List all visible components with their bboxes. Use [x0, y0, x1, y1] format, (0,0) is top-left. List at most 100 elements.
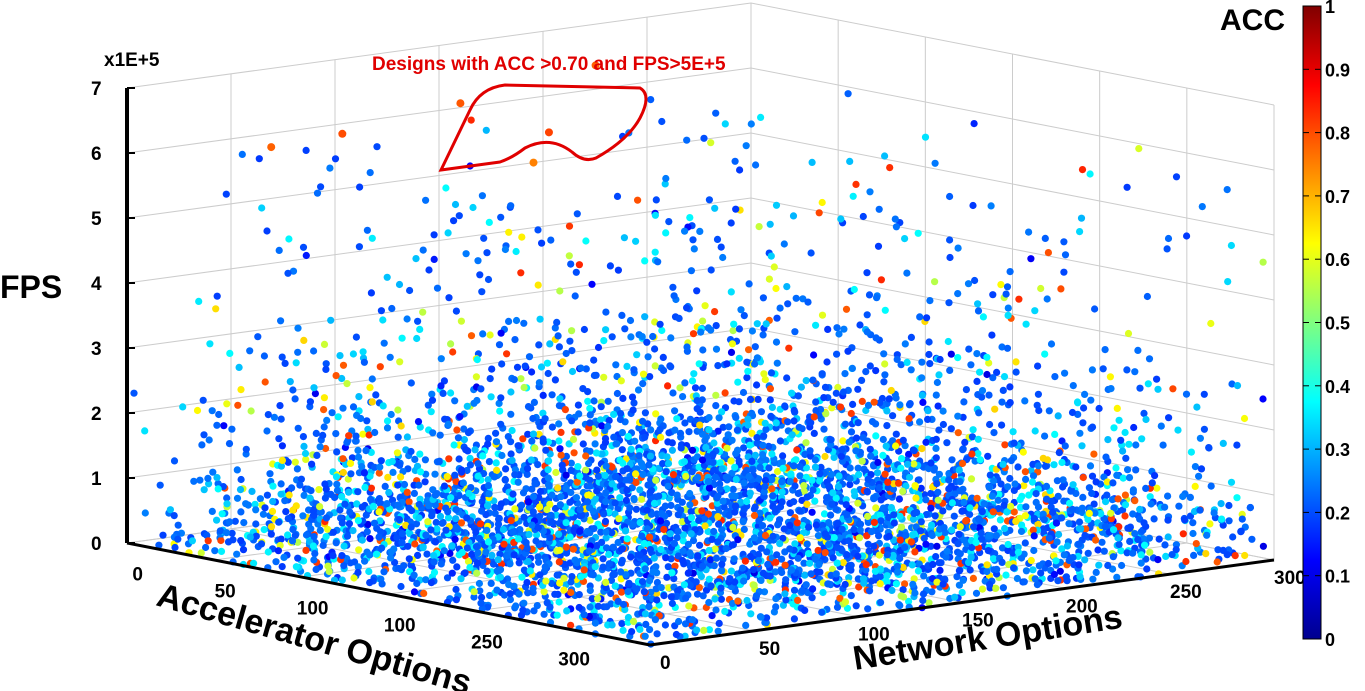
- scatter-point: [520, 513, 528, 521]
- scatter-point: [806, 447, 814, 455]
- scatter-point: [375, 469, 383, 477]
- scatter-point: [1141, 541, 1149, 549]
- scatter-point: [644, 353, 652, 361]
- scatter-point: [699, 562, 707, 570]
- scatter-point: [602, 498, 610, 506]
- scatter-point: [556, 540, 564, 548]
- scatter-point: [896, 512, 904, 520]
- scatter-point: [289, 267, 298, 275]
- scatter-point: [556, 579, 564, 587]
- scatter-point: [806, 452, 815, 460]
- scatter-point: [716, 480, 724, 488]
- scatter-point: [772, 595, 780, 603]
- scatter-point: [1192, 540, 1200, 548]
- scatter-point: [910, 447, 918, 455]
- scatter-point: [369, 502, 377, 510]
- scatter-point: [1025, 228, 1033, 236]
- scatter-point: [686, 489, 694, 498]
- scatter-point: [877, 517, 885, 525]
- scatter-point: [378, 580, 386, 588]
- scatter-point: [494, 520, 503, 528]
- scatter-point: [539, 391, 547, 399]
- scatter-point: [544, 474, 553, 482]
- scatter-point: [498, 360, 506, 368]
- scatter-point: [497, 420, 505, 428]
- scatter-point: [989, 374, 997, 382]
- scatter-point: [976, 456, 984, 464]
- scatter-point: [1153, 484, 1161, 492]
- scatter-point: [730, 555, 738, 563]
- scatter-point: [662, 468, 670, 476]
- scatter-point: [535, 430, 543, 438]
- scatter-point: [807, 570, 815, 578]
- scatter-point: [190, 477, 198, 485]
- scatter-point: [985, 532, 993, 540]
- scatter-point: [973, 350, 981, 358]
- scatter-point: [447, 494, 455, 502]
- scatter-point: [538, 239, 546, 247]
- scatter-point: [956, 523, 964, 531]
- scatter-point: [719, 497, 727, 505]
- scatter-point: [678, 518, 687, 526]
- scatter-point: [340, 542, 348, 550]
- scatter-point: [646, 577, 654, 585]
- scatter-point: [405, 555, 413, 563]
- scatter-point: [518, 573, 526, 581]
- scatter-point: [925, 350, 933, 359]
- scatter-point: [222, 190, 230, 198]
- scatter-point: [990, 477, 998, 485]
- scatter-point: [1068, 408, 1077, 417]
- scatter-point: [493, 466, 501, 474]
- scatter-point: [1006, 399, 1014, 407]
- scatter-point: [377, 307, 385, 315]
- scatter-point: [825, 482, 833, 490]
- scatter-point: [302, 146, 310, 154]
- scatter-point: [611, 499, 619, 507]
- scatter-point: [992, 584, 1000, 592]
- scatter-point: [297, 475, 305, 483]
- scatter-point: [804, 589, 812, 597]
- scatter-point: [520, 319, 528, 327]
- scatter-point: [1172, 546, 1180, 554]
- scatter-point: [809, 585, 817, 593]
- scatter-point: [936, 566, 944, 575]
- scatter-point: [881, 371, 889, 379]
- scatter-point: [494, 556, 502, 564]
- scatter-point: [639, 380, 647, 388]
- scatter-point: [1112, 464, 1120, 472]
- scatter-point: [1021, 512, 1029, 520]
- scatter-point: [1091, 305, 1099, 313]
- scatter-point: [651, 318, 659, 326]
- scatter-point: [531, 480, 539, 488]
- scatter-point: [1022, 475, 1030, 483]
- scatter-point: [599, 555, 607, 563]
- scatter-point: [836, 594, 844, 602]
- scatter-point: [474, 257, 482, 265]
- scatter-point: [903, 269, 911, 277]
- scatter-point: [1147, 500, 1155, 508]
- scatter-point: [339, 468, 347, 477]
- scatter-point: [716, 459, 724, 467]
- scatter-point: [897, 523, 906, 531]
- scatter-point: [1089, 575, 1097, 583]
- scatter-point: [166, 506, 174, 514]
- scatter-point: [1144, 380, 1152, 388]
- scatter-point: [141, 427, 149, 435]
- scatter-point: [639, 417, 647, 425]
- scatter-point: [768, 476, 776, 484]
- scatter-point: [917, 484, 925, 492]
- scatter-point: [767, 369, 776, 377]
- scatter-point: [759, 451, 767, 459]
- scatter-point: [591, 563, 599, 571]
- scatter-point: [225, 518, 234, 526]
- scatter-point: [1025, 491, 1033, 499]
- scatter-point: [988, 331, 996, 339]
- scatter-point: [896, 554, 904, 563]
- scatter-point: [463, 514, 471, 522]
- scatter-point: [536, 503, 544, 511]
- scatter-point: [517, 375, 525, 383]
- scatter-point: [620, 234, 629, 242]
- scatter-point: [285, 491, 293, 499]
- scatter-point: [362, 511, 370, 519]
- scatter-point: [670, 292, 678, 300]
